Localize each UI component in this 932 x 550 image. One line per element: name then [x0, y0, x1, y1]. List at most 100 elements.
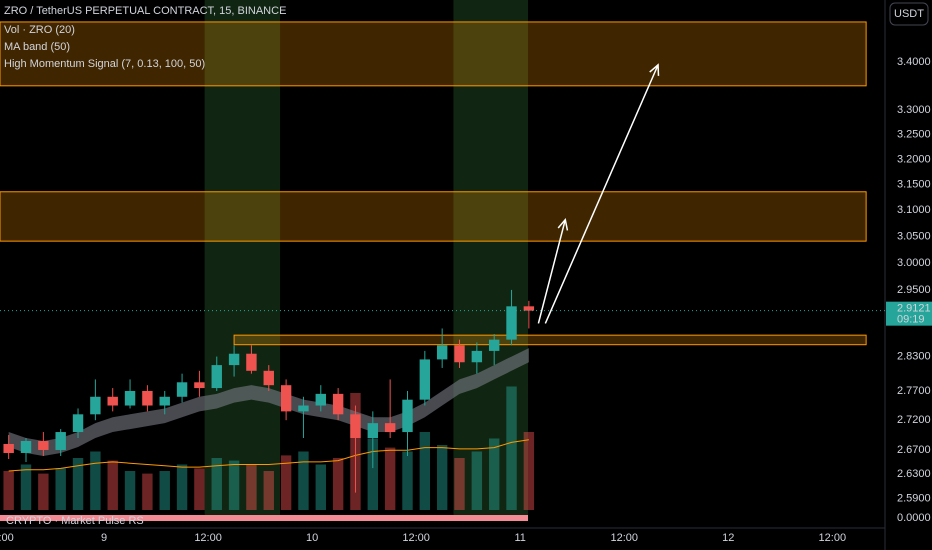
legend-item: High Momentum Signal (7, 0.13, 100, 50): [4, 58, 205, 70]
candle-body: [246, 353, 257, 371]
candle-body: [402, 399, 413, 433]
candle-body: [90, 396, 101, 415]
y-tick-label: 3.2000: [897, 153, 931, 165]
candle-body: [419, 359, 431, 400]
currency-button[interactable]: [889, 2, 929, 26]
price-zone: [233, 334, 867, 346]
x-tick-label: 9: [101, 532, 107, 544]
candle-body: [176, 382, 188, 397]
candle-body: [384, 423, 396, 433]
volume-bar: [124, 471, 136, 510]
x-tick-label: 12:00: [194, 532, 222, 544]
y-tick-label: 2.9500: [897, 284, 931, 296]
volume-bar: [402, 451, 413, 510]
arrow-head: [557, 217, 569, 231]
volume-bar: [523, 432, 535, 510]
volume-bar: [246, 464, 257, 510]
arrow-line: [544, 64, 659, 324]
y-tick-label: 3.3000: [897, 104, 931, 116]
countdown-label: 09:19: [897, 314, 925, 326]
volume-bar: [3, 471, 14, 510]
y-tick-label: 3.1500: [897, 179, 931, 191]
y-tick-label: 2.5900: [897, 493, 931, 505]
x-tick-label: 11: [514, 532, 525, 544]
candle-body: [315, 393, 326, 406]
candle-body: [228, 353, 240, 366]
indicator-strip: [0, 515, 528, 521]
candle-body: [454, 345, 465, 363]
volume-bar: [298, 451, 309, 510]
y-tick-label: 3.0500: [897, 230, 931, 242]
volume-bar: [142, 473, 153, 510]
last-price-badge: [886, 301, 932, 326]
price-zone: [0, 21, 867, 87]
candle-body: [20, 440, 32, 453]
arrow-line: [537, 219, 567, 324]
volume-bar: [419, 432, 431, 510]
y-tick-label: 3.1000: [897, 204, 931, 216]
last-price-label: 2.9121: [897, 303, 931, 315]
candle-body: [332, 393, 344, 415]
price-zone: [0, 191, 867, 242]
y-tick-label: 2.6300: [897, 468, 931, 480]
volume-bar: [90, 451, 101, 510]
candle-body: [55, 432, 66, 450]
currency-label: USDT: [894, 8, 924, 20]
candle-body: [263, 370, 274, 386]
candle-body: [3, 443, 14, 453]
y-tick-label: 2.7700: [897, 385, 931, 397]
volume-bar: [384, 447, 396, 510]
candle-body: [38, 440, 49, 450]
volume-zero-label: 0.0000: [897, 512, 931, 524]
volume-bar: [194, 468, 205, 510]
candle-body: [523, 306, 535, 311]
volume-ma-line: [8, 439, 529, 472]
volume-bar: [263, 471, 274, 510]
candle-body: [280, 385, 292, 412]
candle-body: [436, 345, 448, 360]
y-tick-label: 3.2500: [897, 128, 931, 140]
candle-body: [506, 306, 517, 340]
volume-bar: [107, 460, 118, 510]
arrow-head: [649, 63, 660, 76]
volume-bar: [471, 451, 483, 510]
candle-body: [124, 390, 136, 406]
y-tick-label: 2.8300: [897, 350, 931, 362]
volume-bar: [38, 473, 49, 510]
candle-body: [367, 423, 379, 439]
x-tick-label: 12: [722, 532, 734, 544]
candle-body: [211, 365, 222, 389]
volume-bar: [211, 458, 222, 510]
volume-bar: [506, 386, 517, 510]
candle-body: [488, 339, 500, 351]
candle-body: [350, 414, 361, 439]
candle-body: [159, 396, 170, 406]
candle-body: [142, 390, 153, 406]
volume-bar: [20, 464, 32, 510]
volume-bar: [367, 438, 379, 510]
y-tick-label: 3.4000: [897, 56, 931, 68]
y-tick-label: 3.0000: [897, 257, 931, 269]
volume-bar: [454, 458, 465, 510]
candle-body: [194, 382, 205, 389]
plot-area: [0, 0, 867, 515]
legend-item: Vol · ZRO (20): [4, 24, 75, 36]
candle-body: [107, 396, 118, 406]
x-tick-label: 12:00: [402, 532, 430, 544]
volume-bar: [72, 458, 84, 510]
volume-bar: [315, 464, 326, 510]
x-tick-label: 12:00: [819, 532, 847, 544]
volume-bar: [176, 464, 188, 510]
volume-bar: [228, 460, 240, 510]
x-tick-label: 12:00: [0, 532, 14, 544]
legend-item: MA band (50): [4, 41, 70, 53]
candle-body: [298, 405, 309, 412]
volume-bar: [332, 458, 344, 510]
y-tick-label: 2.6700: [897, 444, 931, 456]
volume-bar: [159, 471, 170, 510]
candle-body: [72, 414, 84, 433]
volume-bar: [436, 445, 448, 510]
